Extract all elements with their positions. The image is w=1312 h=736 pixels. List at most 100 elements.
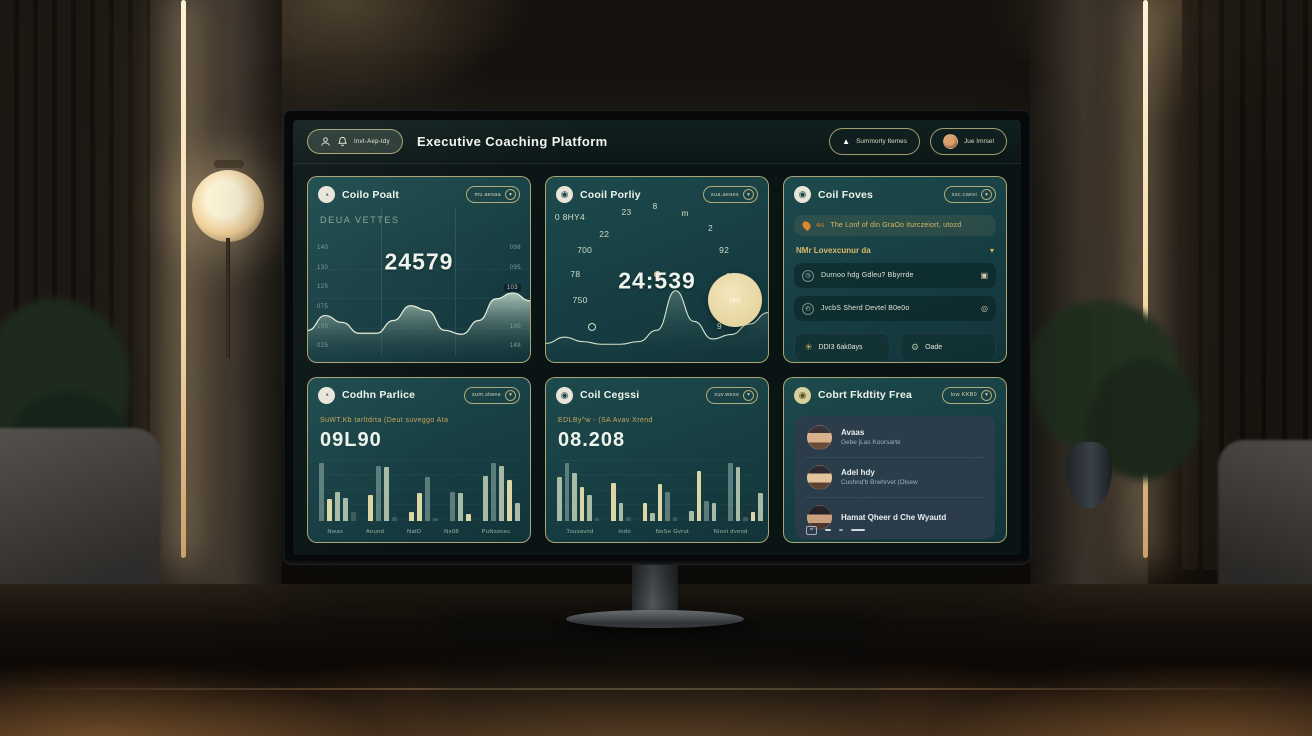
pagination-dash[interactable] <box>839 529 843 532</box>
scatter-number: m <box>681 208 689 219</box>
y-axis-ticks-right: 098 095 103 085 100 148 <box>503 245 521 349</box>
secondary-button[interactable]: ⚙ Oade <box>900 333 996 362</box>
list-item[interactable]: ◷ Durnoo hdg Gdleu? Bbyrrde ▣ <box>794 263 996 288</box>
member-row[interactable]: Adel hdy Cushnd'b Brwhrvet (Olsew <box>805 458 985 498</box>
bar <box>665 491 670 521</box>
badge-label: Invt-Aep-tdy <box>354 138 390 145</box>
bar <box>611 483 616 521</box>
card-title: Cooil Porliy <box>580 188 641 201</box>
card-filter-button[interactable]: Iow KKB0 ▾ <box>942 386 996 404</box>
list-item[interactable]: ◴ JvcbS Sherd Devtel B0e0o ◎ <box>794 296 996 321</box>
scatter-number: 92 <box>719 245 730 256</box>
card-metric-icon: ◔ <box>318 186 335 203</box>
filter-label: Iow KKB0 <box>950 392 977 399</box>
x-axis-label: Tousavnd <box>566 528 594 535</box>
x-axis-label: Anund <box>365 528 385 535</box>
bar <box>319 462 324 521</box>
x-axis-label: PuNssnec <box>481 528 511 535</box>
member-avatar <box>807 464 832 490</box>
banner-text: The Lonf of din GraOo iturczeiort, utozd <box>830 222 962 229</box>
bar <box>417 493 422 521</box>
card-filter-button[interactable]: sum.stwee ▾ <box>464 386 520 404</box>
category-dropdown[interactable]: NMr Lovexcunur da ▾ <box>796 246 994 255</box>
member-name: Hamat Qheer d Che Wyautd <box>841 512 947 522</box>
more-icon[interactable]: ◎ <box>981 304 988 313</box>
monitor-stand-neck <box>632 562 678 616</box>
axis-tick: 100 <box>509 323 521 330</box>
metric-value: 24:539 <box>618 267 696 294</box>
alert-banner[interactable]: 4rs The Lonf of din GraOo iturczeiort, u… <box>794 215 996 236</box>
dropdown-label: NMr Lovexcunur da <box>796 246 871 255</box>
card-filter-button[interactable]: sua.aeaes ▾ <box>702 186 758 203</box>
bar <box>711 502 716 521</box>
data-point-ring-marker <box>588 323 597 332</box>
card-subtitle: DEUA VETTES <box>320 215 400 225</box>
scatter-number: 78 <box>570 269 581 280</box>
scatter-number: 2 <box>708 223 714 234</box>
bar <box>704 500 709 521</box>
gear-icon: ⚙ <box>911 342 920 352</box>
pagination-box-icon[interactable]: = <box>806 525 817 535</box>
bar <box>750 512 755 521</box>
area-chart <box>308 258 530 362</box>
x-axis-label: NoSe Gvrut <box>655 528 689 535</box>
notifications-badge[interactable]: Invt-Aep-tdy <box>307 129 403 154</box>
card-metric-icon: ◉ <box>794 386 811 404</box>
metric-value: 09L90 <box>320 428 382 451</box>
card-team-list: ◉ Cobrt Fkdtity Frea Iow KKB0 ▾ Avaas <box>783 376 1007 543</box>
card-filter-button[interactable]: ssc.caesi ▾ <box>943 186 996 203</box>
bar <box>368 495 373 521</box>
card-codhn-parlice: ◔ Codhn Parlice sum.stwee ▾ SuWT.Kb tarl… <box>307 376 531 543</box>
metric-value: 08.208 <box>558 428 626 451</box>
card-title: Cobrt Fkdtity Frea <box>818 389 913 402</box>
card-grid: ◔ Coilo Poalt mu.aesaa ▾ DEUA VETTES 140… <box>293 164 1021 555</box>
member-avatar <box>807 504 832 530</box>
dashboard-header: Invt-Aep-tdy Executive Coaching Platform… <box>293 120 1021 164</box>
monitor-reflection <box>440 614 880 732</box>
copy-icon[interactable]: ▣ <box>980 271 988 280</box>
scatter-number: 700 <box>577 245 593 256</box>
card-cooil-porliy: ◉ Cooil Porliy sua.aeaes ▾ 0 8HY4 22 23 8 m 2… <box>545 176 769 363</box>
lamp-stem <box>226 238 230 358</box>
card-subtitle: EDLBy^w - (SA Avav Xrend <box>558 416 653 424</box>
members-panel: Avaas Gebe jLas Koorsarte Adel hdy Cushn… <box>795 415 995 539</box>
bar <box>409 511 414 521</box>
scatter-number: 22 <box>599 228 610 239</box>
user-menu-button[interactable]: Jue Imrsel <box>930 128 1007 155</box>
card-metric-icon: ◉ <box>556 386 573 404</box>
days-button[interactable]: ✳ DDI3 6ak0ays <box>794 333 890 362</box>
card-filter-button[interactable]: mu.aesaa ▾ <box>466 186 520 203</box>
card-filter-button[interactable]: suv.wess ▾ <box>706 386 758 404</box>
app-title: Executive Coaching Platform <box>416 134 608 149</box>
x-axis-label: Indo <box>618 528 631 535</box>
user-icon <box>321 137 330 146</box>
member-row[interactable]: Hamat Qheer d Che Wyautd <box>805 498 985 537</box>
plant-vase <box>1066 442 1112 508</box>
clock-icon: ◴ <box>802 302 814 315</box>
bar <box>735 467 740 521</box>
bar <box>515 502 520 521</box>
bar <box>758 493 763 521</box>
summary-items-button[interactable]: ▲ Summorty Itemes <box>829 128 921 155</box>
scatter-number: 0 8HY4 <box>554 212 586 223</box>
card-metric-icon: ◉ <box>794 186 811 203</box>
pagination-dash[interactable] <box>851 529 865 532</box>
list-item-label: JvcbS Sherd Devtel B0e0o <box>821 305 910 312</box>
card-title: Coilo Poalt <box>342 188 400 201</box>
highlight-bubble[interactable]: nm <box>708 273 762 328</box>
wall-column-right <box>1030 0 1148 600</box>
x-axis-label: Ns08 <box>444 528 459 535</box>
bar-chart <box>319 459 520 521</box>
chevron-down-icon: ▾ <box>981 389 992 401</box>
x-axis-labels: Nwas Anund NatD Ns08 PuNssnec <box>316 529 522 535</box>
bar <box>425 476 430 521</box>
bar <box>650 512 655 521</box>
line-chart <box>546 270 768 362</box>
bar <box>657 484 662 521</box>
axis-tick: 075 <box>317 303 329 310</box>
list-item-label: Durnoo hdg Gdleu? Bbyrrde <box>821 272 914 279</box>
filter-label: suv.wess <box>714 392 739 399</box>
pagination-dash[interactable] <box>825 529 831 532</box>
user-menu-label: Jue Imrsel <box>964 138 994 145</box>
member-row[interactable]: Avaas Gebe jLas Koorsarte <box>805 418 985 458</box>
